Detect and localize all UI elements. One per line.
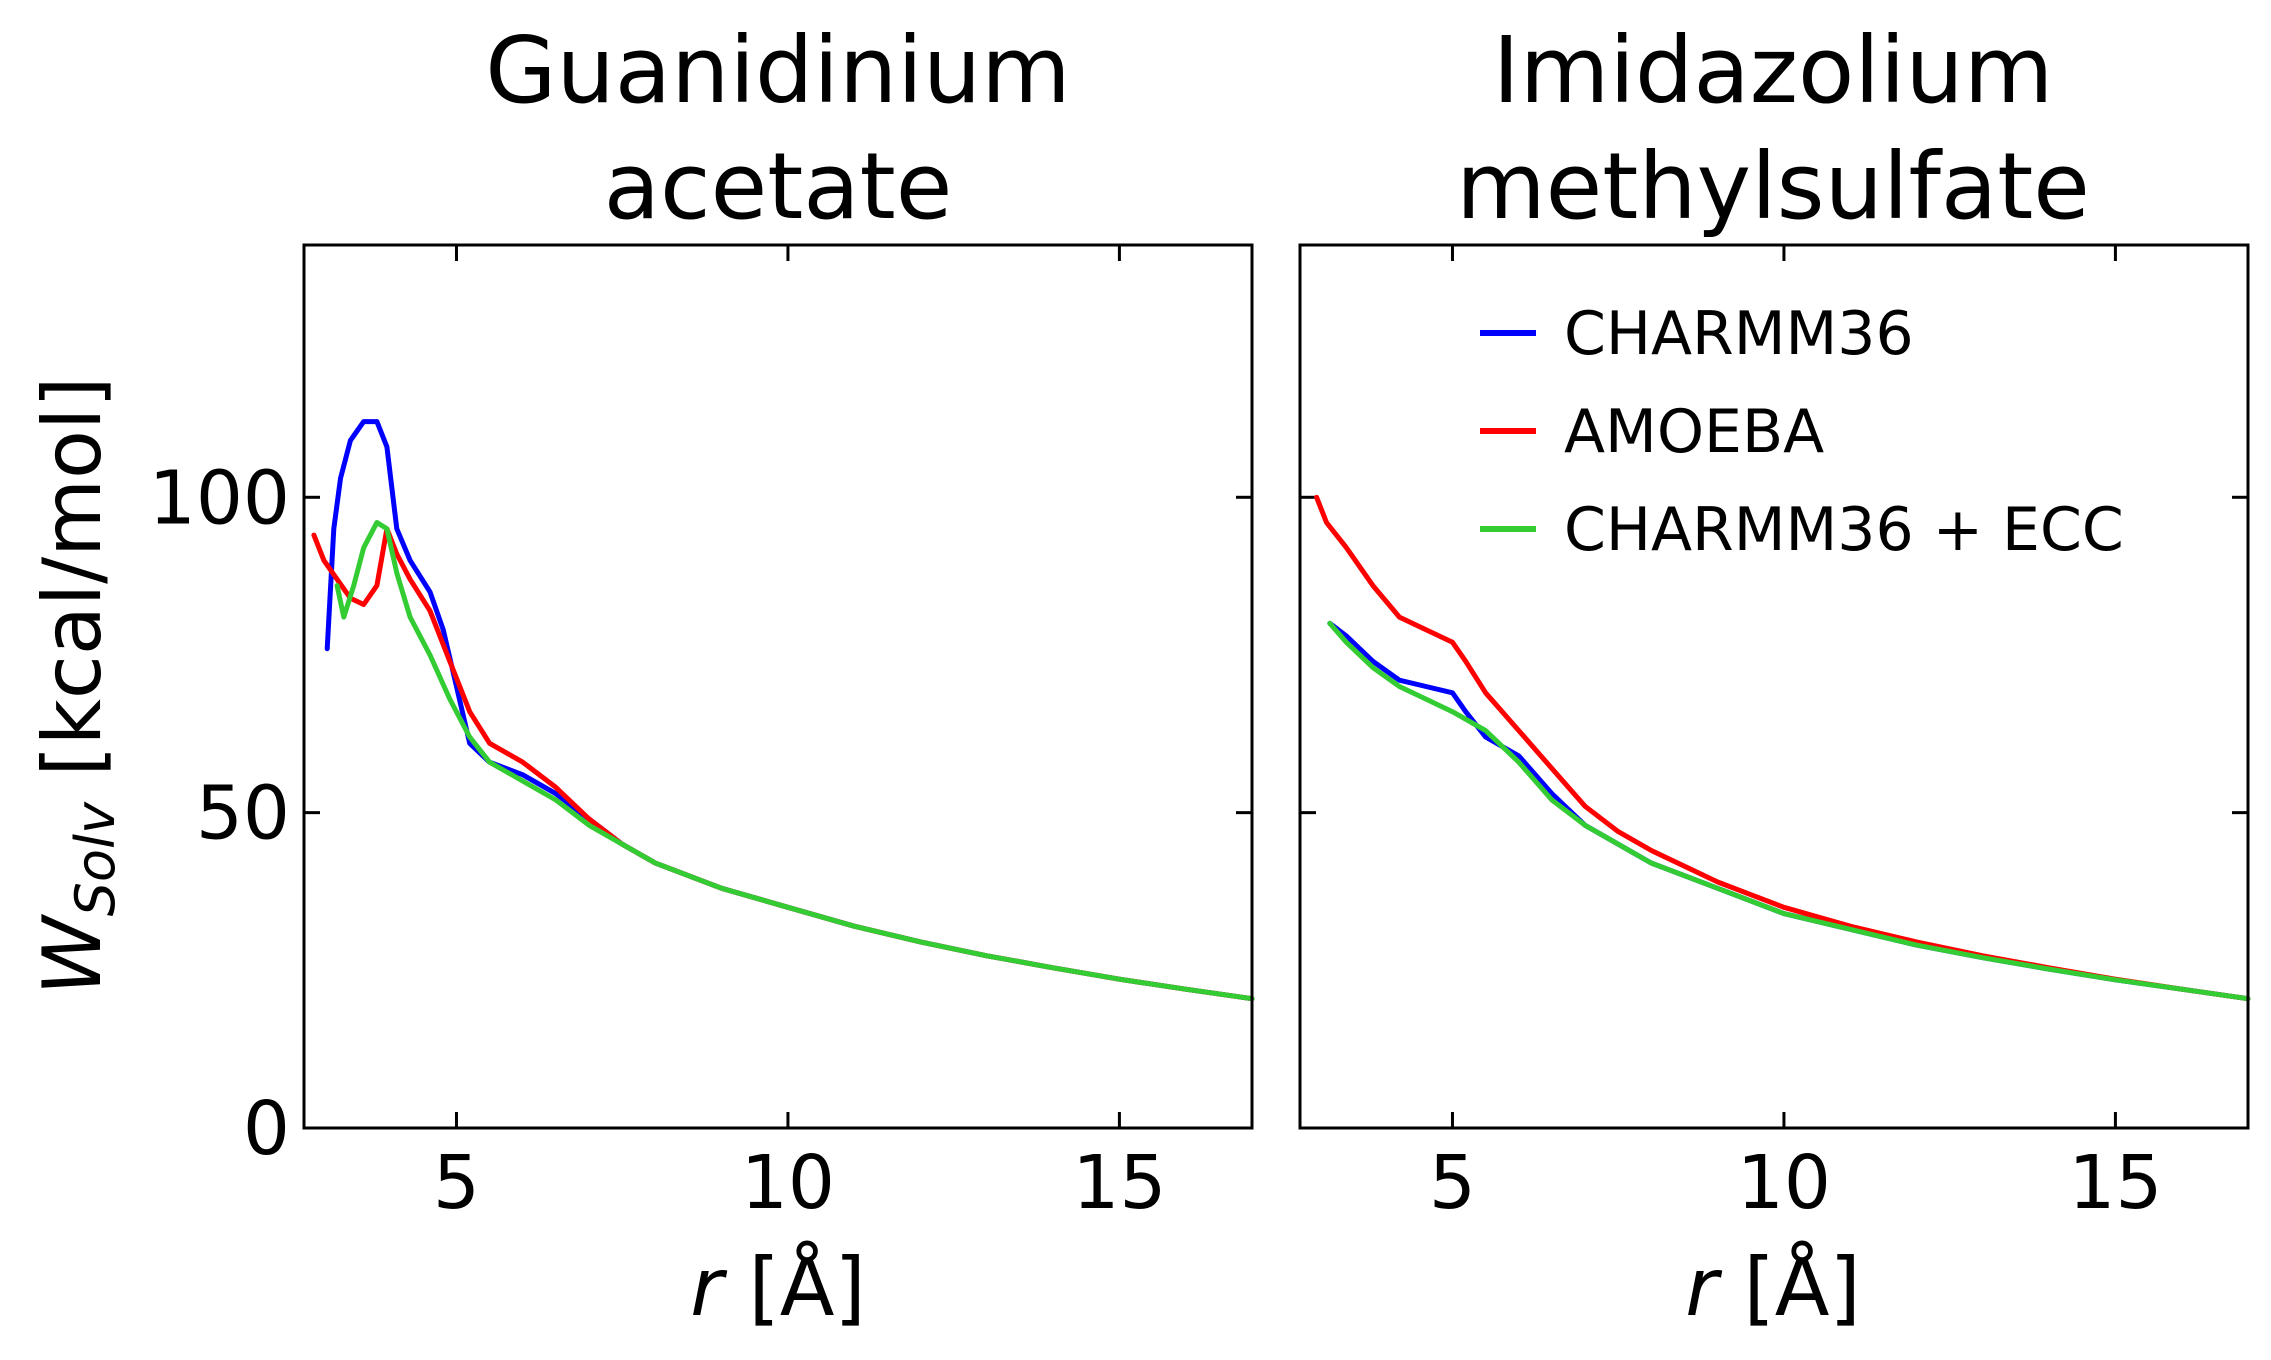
y-label-unit: [kcal/mol] xyxy=(26,377,119,777)
series-line-amoeba xyxy=(311,526,1255,1002)
y-label-subscript: Solv xyxy=(64,801,127,916)
y-tick-label: 50 xyxy=(196,771,290,857)
legend-label-charmm36: CHARMM36 xyxy=(1564,299,1914,369)
y-tick-label: 100 xyxy=(149,455,290,541)
x-label-unit: [Å] xyxy=(749,1240,866,1334)
series-line-charmm36 xyxy=(1327,620,2251,1002)
x-tick-label: 15 xyxy=(2068,1140,2162,1226)
axes-frame-left xyxy=(302,243,1254,1130)
x-label-symbol: r xyxy=(690,1241,728,1334)
panel-imidazolium-methylsulfate: Imidazolium methylsulfate 5 10 15 r [Å] CH… xyxy=(1298,17,2251,1334)
series-line-charmm36-ecc xyxy=(334,520,1255,1002)
x-tick-label: 5 xyxy=(433,1140,480,1226)
chart-title-line-2: acetate xyxy=(604,133,953,240)
x-tick-label: 10 xyxy=(1737,1140,1831,1226)
x-tick-label: 5 xyxy=(1429,1140,1476,1226)
x-axis-label-right: r [Å] xyxy=(1685,1240,1860,1334)
series-line-charmm36-ecc xyxy=(1327,620,2251,1002)
plot-area-right: 5 10 15 xyxy=(1300,245,2251,1226)
x-tick-label: 10 xyxy=(741,1140,835,1226)
y-axis-label: WSolv [kcal/mol] xyxy=(26,377,127,996)
x-tick-label: 15 xyxy=(1072,1140,1166,1226)
axes-frame-right xyxy=(1298,243,2250,1130)
y-tick-label: 0 xyxy=(243,1086,290,1172)
series-line-charmm36 xyxy=(324,419,1255,1002)
x-label-symbol: r xyxy=(1685,1241,1723,1334)
x-label-unit: [Å] xyxy=(1744,1240,1861,1334)
chart-title-line-2: methylsulfate xyxy=(1456,133,2090,240)
panel-guanidinium-acetate: Guanidinium acetate 5 10 15 0 50 100 WSolv [k… xyxy=(26,17,1255,1334)
legend-label-charmm36-ecc: CHARMM36 + ECC xyxy=(1564,495,2124,565)
series-line-amoeba xyxy=(1314,494,2251,1002)
plot-area-left: 5 10 15 0 50 100 xyxy=(149,245,1255,1226)
legend-label-amoeba: AMOEBA xyxy=(1564,397,1824,467)
svg-text:WSolv [kcal/mol]: WSolv [kcal/mol] xyxy=(26,377,127,996)
chart-title-line-1: Imidazolium xyxy=(1493,17,2054,124)
legend: CHARMM36 AMOEBA CHARMM36 + ECC xyxy=(1480,299,2124,565)
x-axis-label-left: r [Å] xyxy=(690,1240,865,1334)
y-label-symbol: W xyxy=(26,913,119,995)
chart-title-line-1: Guanidinium xyxy=(485,17,1071,124)
